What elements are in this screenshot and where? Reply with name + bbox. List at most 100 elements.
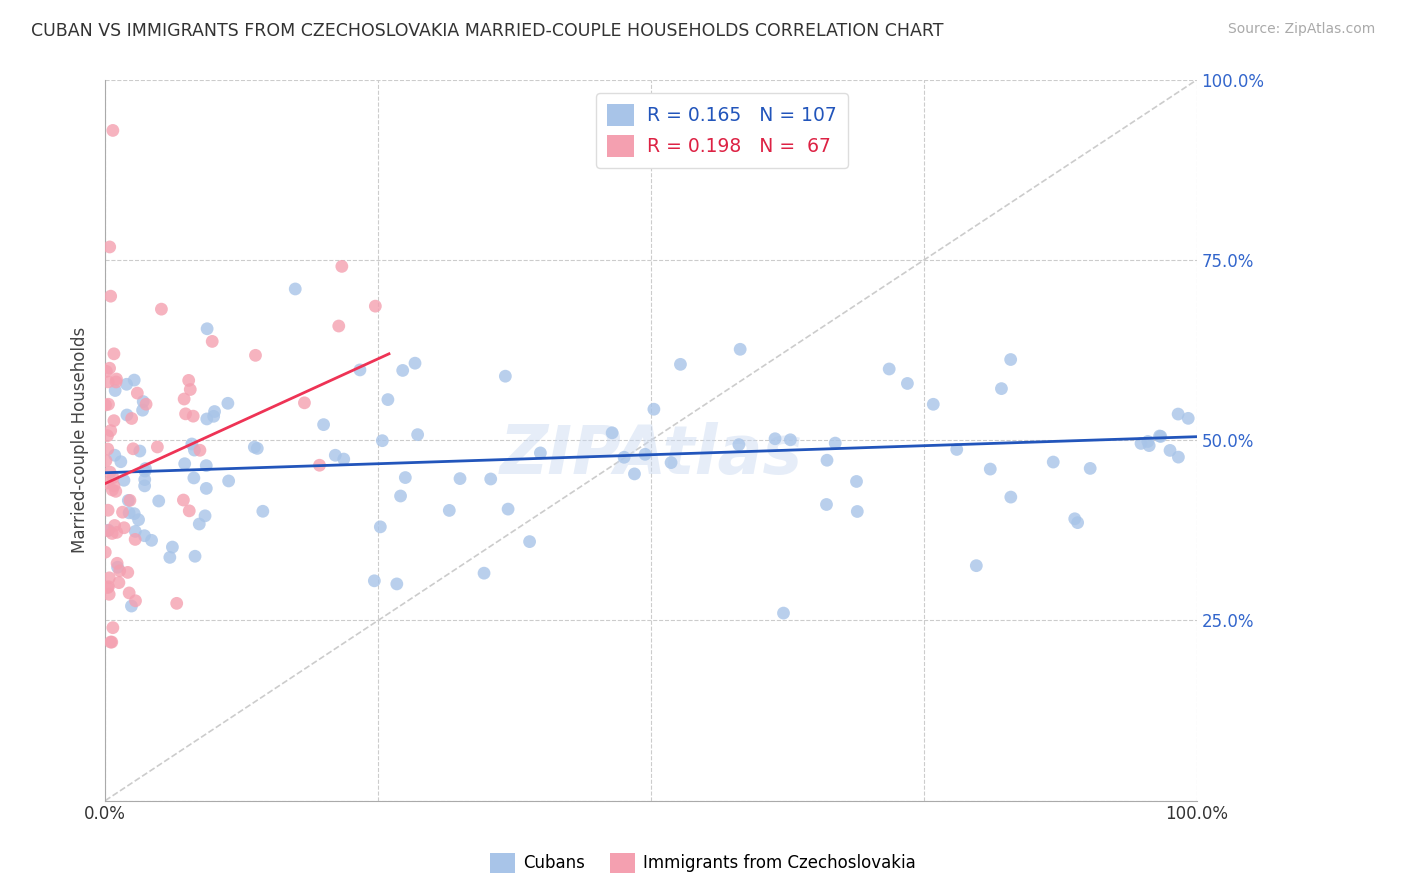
Point xyxy=(364,299,387,313)
Point xyxy=(96,428,118,442)
Point xyxy=(172,493,194,508)
Point xyxy=(201,334,224,349)
Point xyxy=(96,364,118,378)
Point xyxy=(1078,461,1101,475)
Point xyxy=(112,473,135,487)
Point xyxy=(100,289,122,303)
Point xyxy=(108,575,131,590)
Point xyxy=(1137,439,1160,453)
Point xyxy=(406,427,429,442)
Point xyxy=(1042,455,1064,469)
Legend: R = 0.165   N = 107, R = 0.198   N =  67: R = 0.165 N = 107, R = 0.198 N = 67 xyxy=(596,93,848,169)
Point xyxy=(779,433,801,447)
Point xyxy=(896,376,918,391)
Point xyxy=(101,123,124,137)
Text: ZIPAtlas: ZIPAtlas xyxy=(499,422,803,488)
Point xyxy=(763,432,786,446)
Point xyxy=(174,407,197,421)
Point xyxy=(100,635,122,649)
Point xyxy=(370,520,392,534)
Point xyxy=(132,394,155,409)
Point xyxy=(105,375,128,389)
Point xyxy=(1167,407,1189,421)
Point xyxy=(1130,436,1153,450)
Point xyxy=(111,505,134,519)
Point xyxy=(97,524,120,538)
Point xyxy=(162,540,184,554)
Point xyxy=(728,437,751,451)
Point xyxy=(330,260,353,274)
Point xyxy=(1150,429,1173,443)
Point xyxy=(519,534,541,549)
Point xyxy=(104,384,127,398)
Point xyxy=(371,434,394,448)
Point xyxy=(128,444,150,458)
Point xyxy=(824,436,846,450)
Point xyxy=(669,357,692,371)
Point xyxy=(1149,429,1171,443)
Point xyxy=(177,373,200,387)
Point xyxy=(112,521,135,535)
Point xyxy=(308,458,330,473)
Point xyxy=(472,566,495,581)
Point xyxy=(218,474,240,488)
Point xyxy=(449,472,471,486)
Point xyxy=(117,566,139,580)
Point xyxy=(148,494,170,508)
Point xyxy=(284,282,307,296)
Point xyxy=(623,467,645,481)
Point xyxy=(377,392,399,407)
Point xyxy=(131,403,153,417)
Point xyxy=(115,377,138,392)
Point xyxy=(128,513,150,527)
Point xyxy=(845,475,868,489)
Point xyxy=(979,462,1001,476)
Point xyxy=(183,471,205,485)
Point xyxy=(120,599,142,613)
Point xyxy=(97,523,120,537)
Point xyxy=(104,484,127,499)
Point xyxy=(194,508,217,523)
Point xyxy=(94,545,117,559)
Point xyxy=(188,443,211,458)
Point xyxy=(202,409,225,424)
Point xyxy=(391,363,413,377)
Point xyxy=(101,621,124,635)
Point xyxy=(134,464,156,478)
Point xyxy=(173,457,195,471)
Point xyxy=(105,556,128,570)
Point xyxy=(643,402,665,417)
Point xyxy=(100,424,122,438)
Point xyxy=(815,498,838,512)
Point xyxy=(363,574,385,588)
Point xyxy=(134,473,156,487)
Point xyxy=(494,369,516,384)
Point xyxy=(115,408,138,422)
Point xyxy=(389,489,412,503)
Text: CUBAN VS IMMIGRANTS FROM CZECHOSLOVAKIA MARRIED-COUPLE HOUSEHOLDS CORRELATION CH: CUBAN VS IMMIGRANTS FROM CZECHOSLOVAKIA … xyxy=(31,22,943,40)
Point xyxy=(127,386,149,401)
Point xyxy=(1000,490,1022,504)
Point xyxy=(188,516,211,531)
Point xyxy=(195,458,218,473)
Point xyxy=(94,453,117,467)
Point xyxy=(1177,411,1199,425)
Point xyxy=(101,470,124,484)
Point xyxy=(103,414,125,428)
Point xyxy=(217,396,239,410)
Point xyxy=(98,587,121,601)
Legend: Cubans, Immigrants from Czechoslovakia: Cubans, Immigrants from Czechoslovakia xyxy=(484,847,922,880)
Point xyxy=(101,526,124,541)
Point xyxy=(117,493,139,508)
Point xyxy=(122,507,145,521)
Point xyxy=(150,302,173,317)
Point xyxy=(97,442,120,456)
Point xyxy=(179,504,201,518)
Point xyxy=(180,437,202,451)
Y-axis label: Married-couple Households: Married-couple Households xyxy=(72,327,89,553)
Point xyxy=(100,635,122,649)
Point xyxy=(183,443,205,458)
Point xyxy=(529,446,551,460)
Point xyxy=(96,581,118,595)
Point xyxy=(166,596,188,610)
